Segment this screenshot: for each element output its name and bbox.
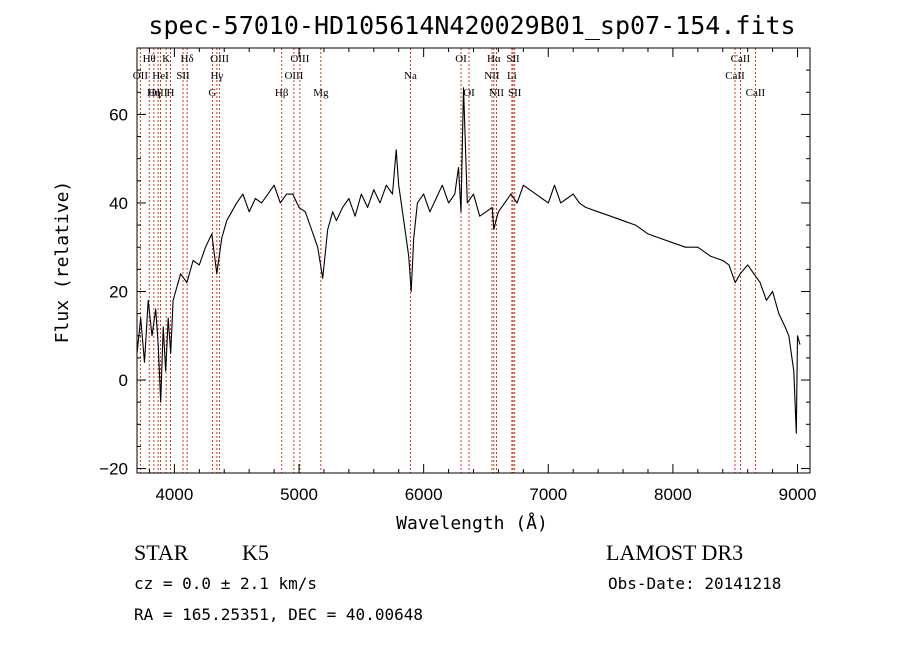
line-label-22: SII: [506, 53, 520, 65]
line-label-13: OIII: [284, 70, 303, 82]
line-label-10: Hγ: [210, 70, 223, 82]
coordinates: RA = 165.25351, DEC = 40.00648: [134, 605, 423, 624]
line-label-14: Hβ: [275, 87, 289, 99]
series-group: [136, 87, 801, 434]
line-label-16: Na: [404, 70, 417, 82]
ticks-group: 4000 5000 6000 7000 8000 9000 −20 0 20 40 60: [99, 48, 816, 504]
x-axis-label: Wavelength (Å): [396, 512, 548, 534]
x-tick-label-1: 5000: [280, 485, 318, 504]
line-label-24: SII: [508, 87, 522, 99]
subclass: K5: [242, 540, 269, 565]
y-tick-label-0: −20: [99, 460, 128, 479]
line-label-27: CaII: [746, 87, 766, 99]
object-class: STAR: [134, 540, 189, 565]
axes-frame: [136, 47, 811, 474]
line-markers-group: [139, 48, 756, 473]
line-label-11: G: [208, 87, 216, 99]
survey-name: LAMOST DR3: [606, 540, 743, 565]
line-label-6: H: [167, 87, 175, 99]
y-tick-label-4: 60: [109, 105, 128, 124]
y-tick-label-2: 20: [109, 282, 128, 301]
line-label-5: Hη: [147, 87, 161, 99]
y-tick-label-1: 0: [119, 371, 128, 390]
x-tick-label-4: 8000: [654, 485, 692, 504]
y-axis-label: Flux (relative): [52, 181, 73, 344]
obs-date: Obs-Date: 20141218: [608, 574, 781, 593]
x-tick-label-5: 9000: [779, 485, 817, 504]
line-label-26: CaII: [725, 70, 745, 82]
series-line-0: [136, 87, 801, 434]
line-label-3: K: [162, 53, 170, 65]
line-label-12: OIII: [290, 53, 309, 65]
line-label-9: OIII: [210, 53, 229, 65]
y-tick-label-3: 40: [109, 194, 128, 213]
line-label-2: OIII: [149, 87, 168, 99]
line-label-8: SII: [176, 70, 190, 82]
line-label-4: HeI: [152, 70, 169, 82]
line-label-7: Hδ: [181, 53, 194, 65]
line-label-15: Mg: [313, 87, 329, 99]
x-tick-label-2: 6000: [405, 485, 443, 504]
line-label-21: NII: [489, 87, 505, 99]
line-label-23: Li: [507, 70, 517, 82]
line-label-17: OI: [455, 53, 467, 65]
line-label-25: CaII: [731, 53, 751, 65]
line-label-19: Hα: [487, 53, 501, 65]
line-label-18: OI: [463, 87, 475, 99]
line-label-0: Hθ: [143, 53, 156, 65]
x-tick-label-0: 4000: [155, 485, 193, 504]
chart-title: spec-57010-HD105614N420029B01_sp07-154.f…: [148, 11, 795, 40]
line-label-1: OII: [133, 70, 149, 82]
line-label-20: NII: [484, 70, 500, 82]
redshift-cz: cz = 0.0 ± 2.1 km/s: [134, 574, 317, 593]
x-tick-label-3: 7000: [529, 485, 567, 504]
